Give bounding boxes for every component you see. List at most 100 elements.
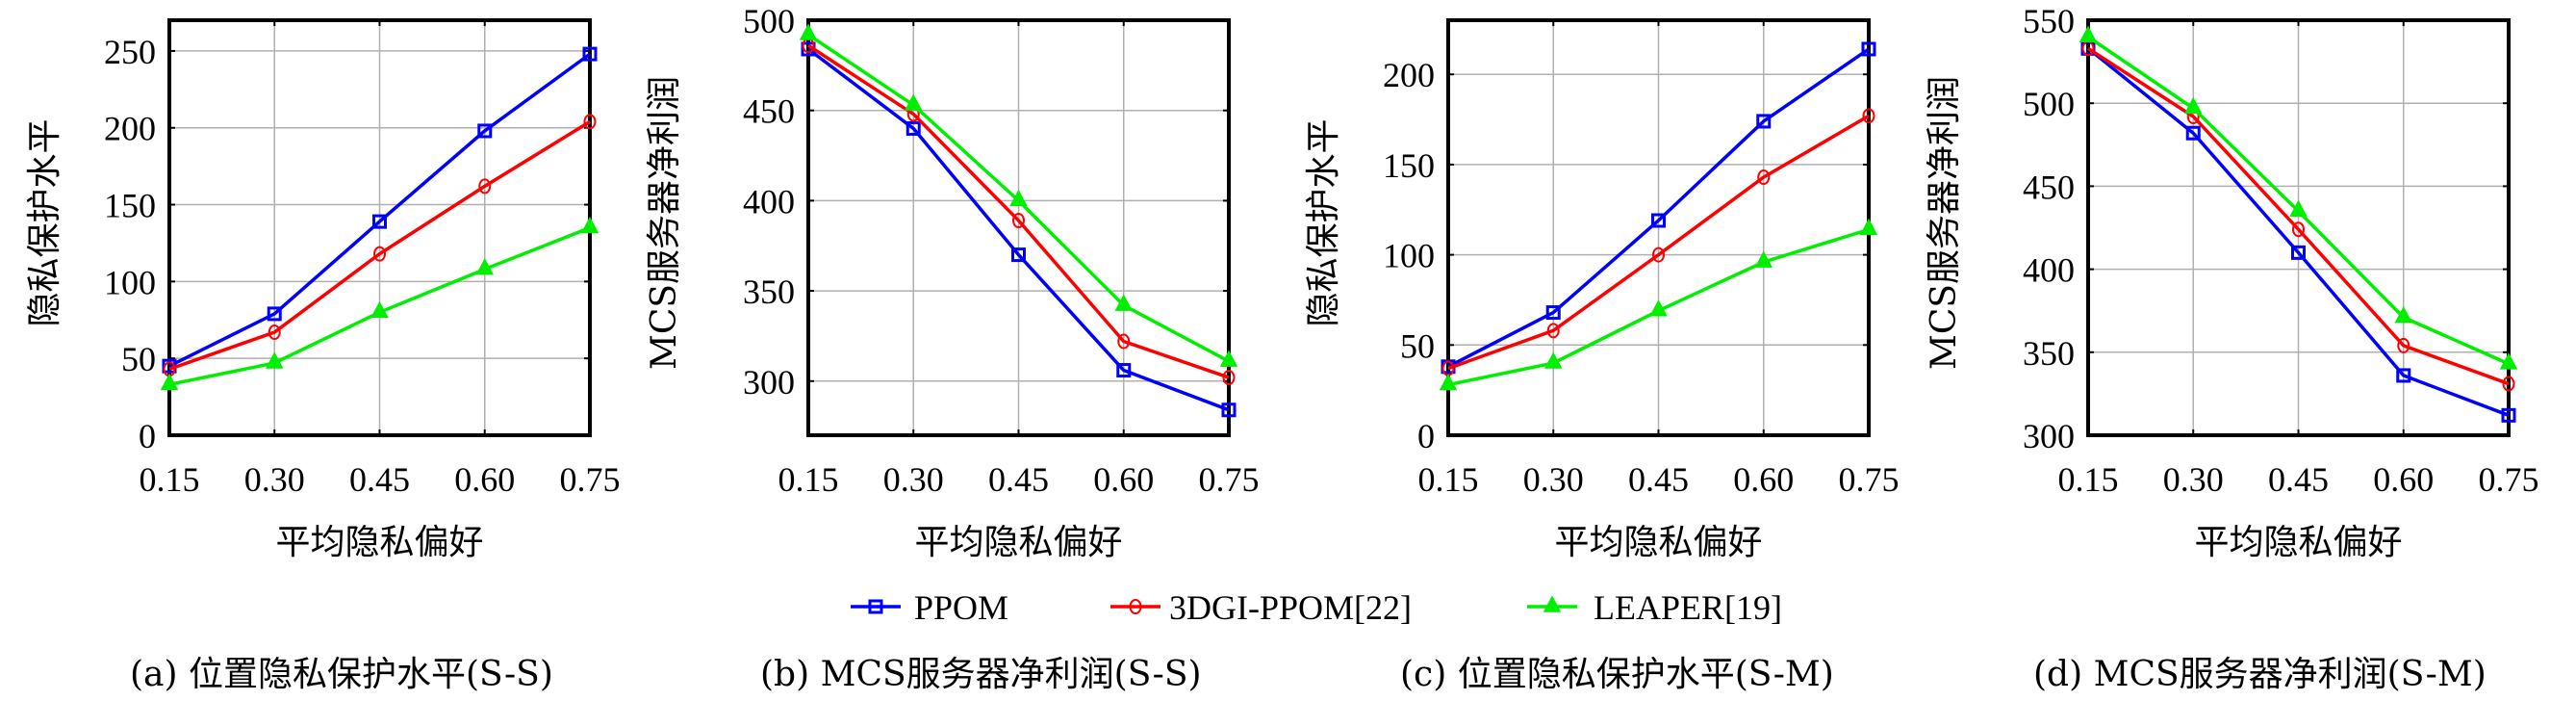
data-point (2501, 407, 2516, 423)
series-leaper-19- (799, 23, 1238, 367)
series-line (2087, 46, 2510, 386)
chart-panel-b: 0.15 0.30 0.45 0.60 0.75 300 350 400 450 500 MCS服务… (645, 2, 1260, 694)
square-marker-icon (868, 599, 883, 614)
data-point (475, 258, 494, 275)
y-tick-label: 150 (1383, 146, 1435, 185)
series-line (168, 52, 592, 368)
circle-marker-icon (1129, 599, 1142, 614)
data-point (2394, 306, 2412, 324)
data-point (1114, 294, 1133, 311)
data-point (1754, 250, 1773, 268)
legend-label: PPOM (914, 588, 1008, 627)
data-point (583, 114, 597, 130)
series-line (168, 119, 591, 372)
subfigure-caption: (b) MCS服务器净利润(S-S) (760, 655, 1202, 694)
y-tick-label: 450 (743, 92, 795, 131)
y-tick-label: 250 (104, 33, 156, 71)
legend-item: PPOM (851, 588, 1008, 627)
series-leaper-19- (1439, 218, 1878, 391)
legend-item: 3DGI-PPOM[22] (1110, 588, 1412, 627)
data-point (1862, 108, 1875, 124)
data-point (267, 306, 282, 322)
chart-panel-a: 0.15 0.30 0.45 0.60 0.75 0 50 100 150 200 250 隐私保护水… (25, 18, 621, 694)
plot-frame (2086, 18, 2511, 437)
x-tick-label: 0.75 (560, 460, 621, 499)
subfigure-caption: (c) 位置隐私保护水平(S-M) (1400, 655, 1834, 694)
x-axis-label: 平均隐私偏好 (275, 523, 483, 562)
data-point (1757, 169, 1771, 186)
y-tick-label: 50 (121, 340, 156, 378)
y-tick-label: 500 (743, 2, 795, 40)
data-point (268, 325, 281, 341)
subfigure-caption: (a) 位置隐私保护水平(S-S) (130, 655, 553, 694)
series-line (1447, 47, 1870, 369)
x-tick-label: 0.75 (1199, 460, 1260, 499)
data-point (1861, 41, 1876, 57)
x-tick-label: 0.60 (2373, 460, 2434, 499)
data-point (905, 120, 921, 136)
data-point (1117, 333, 1131, 350)
x-axis-label: 平均隐私偏好 (914, 523, 1122, 562)
y-axis-label: MCS服务器净利润 (645, 76, 684, 370)
data-point (582, 46, 598, 62)
legend-label: LEAPER[19] (1594, 588, 1782, 627)
y-tick-label: 300 (743, 363, 795, 402)
series-ppom (801, 41, 1237, 418)
data-point (478, 178, 492, 195)
data-point (2079, 25, 2098, 42)
subfigure-caption: (d) MCS服务器净利润(S-M) (2033, 655, 2487, 694)
data-point (2292, 221, 2305, 238)
legend-label: 3DGI-PPOM[22] (1169, 588, 1412, 627)
data-point (905, 93, 923, 111)
x-tick-label: 0.15 (778, 460, 839, 499)
x-tick-label: 0.75 (1839, 460, 1900, 499)
x-tick-label: 0.45 (1628, 460, 1689, 499)
x-tick-label: 0.60 (454, 460, 515, 499)
data-point (1649, 299, 1668, 317)
series-line (807, 43, 1230, 379)
chart-panel-c: 0.15 0.30 0.45 0.60 0.75 0 50 100 150 200 隐私保护水平平均… (1304, 18, 1900, 694)
data-point (1546, 323, 1560, 339)
data-point (372, 214, 387, 229)
data-point (2397, 337, 2410, 353)
data-point (1012, 213, 1025, 229)
y-tick-label: 100 (1383, 237, 1435, 275)
y-tick-label: 150 (104, 187, 156, 225)
data-point (373, 246, 386, 262)
legend-item: LEAPER[19] (1527, 588, 1782, 627)
series-line (1447, 114, 1870, 371)
y-tick-label: 200 (1383, 56, 1435, 94)
data-point (2396, 368, 2411, 383)
y-tick-label: 0 (1417, 417, 1435, 455)
x-tick-label: 0.75 (2479, 460, 2539, 499)
data-point (799, 23, 818, 40)
data-point (1756, 114, 1772, 129)
y-tick-label: 550 (2023, 2, 2075, 40)
y-axis-label: 隐私保护水平 (25, 118, 64, 326)
data-point (2184, 96, 2203, 115)
data-point (266, 351, 284, 369)
y-tick-label: 450 (2023, 168, 2075, 206)
chart-panel-d: 0.15 0.30 0.45 0.60 0.75 300 350 400 450 500 550 MC… (1925, 2, 2539, 694)
y-tick-label: 0 (139, 417, 156, 455)
data-point (2291, 245, 2306, 260)
data-point (1544, 351, 1563, 369)
x-tick-label: 0.60 (1733, 460, 1794, 499)
y-axis-label: 隐私保护水平 (1304, 118, 1343, 326)
data-point (1652, 247, 1665, 263)
data-point (580, 216, 599, 234)
data-point (477, 123, 493, 139)
y-tick-label: 500 (2023, 85, 2075, 123)
y-tick-label: 300 (2023, 417, 2075, 455)
legend: PPOM 3DGI-PPOM[22] LEAPER[19] (851, 588, 1782, 627)
plot-frame (806, 18, 1231, 437)
data-point (2499, 352, 2518, 370)
y-tick-label: 100 (104, 263, 156, 301)
x-tick-label: 0.30 (883, 460, 944, 499)
series-3dgi-ppom-22- (163, 114, 597, 377)
x-tick-label: 0.15 (140, 460, 200, 499)
series-leaper-19- (2079, 25, 2518, 370)
series-leaper-19- (160, 216, 599, 391)
data-point (2289, 199, 2308, 218)
x-tick-label: 0.30 (2163, 460, 2224, 499)
